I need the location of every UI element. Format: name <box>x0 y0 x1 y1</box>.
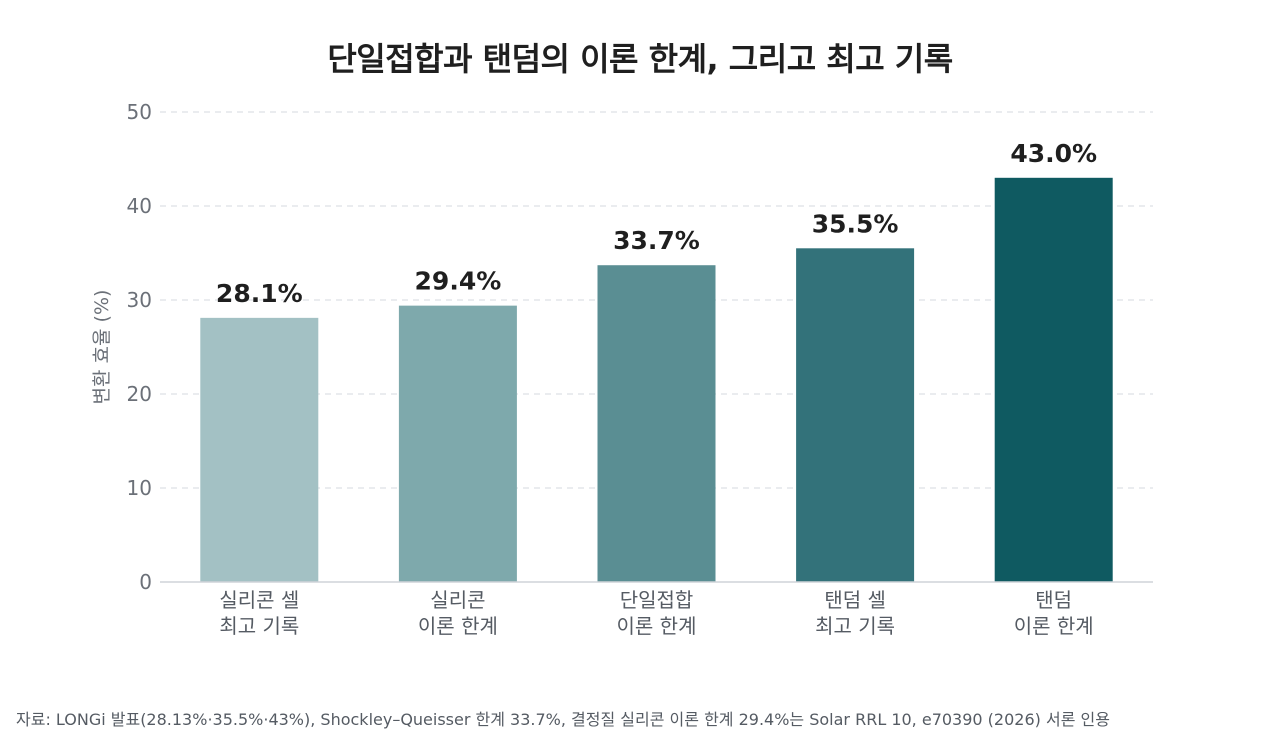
x-tick-label: 최고 기록 <box>219 614 299 638</box>
y-tick-label: 30 <box>127 288 152 312</box>
x-tick-label: 이론 한계 <box>418 614 498 638</box>
bar <box>597 265 716 582</box>
data-label: 33.7% <box>613 226 700 255</box>
bar <box>200 317 319 582</box>
x-tick-label: 실리콘 <box>430 588 485 612</box>
x-tick-label: 이론 한계 <box>617 614 697 638</box>
x-tick-label: 단일접합 <box>620 588 694 612</box>
y-tick-label: 50 <box>127 100 152 124</box>
x-tick-label: 탠덤 셀 <box>824 588 886 612</box>
bar <box>398 305 517 582</box>
x-tick-label: 탠덤 <box>1035 588 1072 612</box>
y-axis-ticks: 0 10 20 30 40 50 <box>127 100 152 594</box>
bar <box>796 248 915 583</box>
bars <box>200 177 1113 583</box>
data-label: 28.1% <box>216 279 303 308</box>
chart-title: 단일접합과 탠덤의 이론 한계, 그리고 최고 기록 <box>327 40 953 78</box>
y-tick-label: 10 <box>127 476 152 500</box>
data-label: 35.5% <box>812 209 899 238</box>
source-note: 자료: LONGi 발표(28.13%·35.5%·43%), Shockley… <box>16 710 1110 729</box>
y-tick-label: 0 <box>139 570 152 594</box>
data-labels: 28.1% 29.4% 33.7% 35.5% 43.0% <box>216 139 1097 308</box>
data-label: 29.4% <box>415 267 502 296</box>
x-tick-label: 최고 기록 <box>815 614 895 638</box>
y-tick-label: 40 <box>127 194 152 218</box>
y-tick-label: 20 <box>127 382 152 406</box>
bar <box>994 177 1113 583</box>
x-tick-label: 이론 한계 <box>1014 614 1094 638</box>
data-label: 43.0% <box>1010 139 1097 168</box>
y-axis-label: 변환 효율 (%) <box>91 290 113 405</box>
x-tick-label: 실리콘 셀 <box>219 588 299 612</box>
